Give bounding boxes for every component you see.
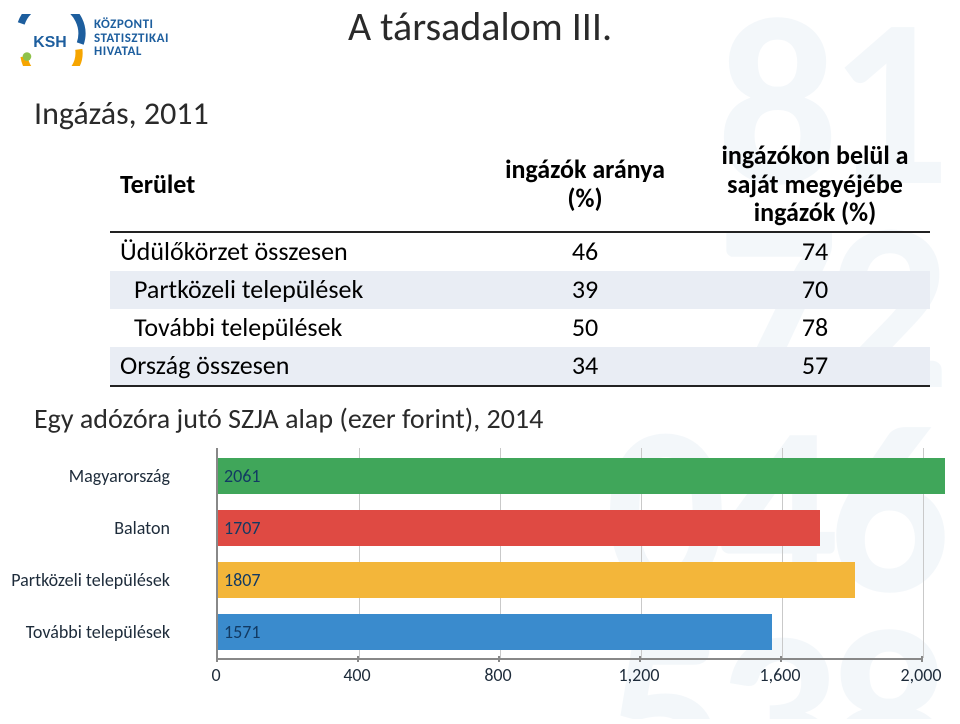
chart-bar-row: 1707 [218, 510, 923, 546]
chart-bar [218, 614, 772, 650]
table-row: Partközeli települések 39 70 [110, 271, 930, 309]
chart-tick-mark [357, 656, 359, 662]
chart-bar-row: 2061 [218, 458, 923, 494]
chart-x-tick-label: 1,600 [760, 664, 801, 686]
chart-y-category-label: Balaton [0, 517, 170, 539]
chart-y-category-label: További települések [0, 621, 170, 643]
chart-tick-mark [921, 656, 923, 662]
section-title: Ingázás, 2011 [34, 94, 960, 133]
chart-title: Egy adózóra jutó SZJA alap (ezer forint)… [34, 401, 960, 436]
chart-tick-mark [780, 656, 782, 662]
chart-y-category-label: Partközeli települések [0, 569, 170, 591]
slide-title: A társadalom III. [0, 2, 960, 51]
table-header-area: Terület [110, 139, 470, 232]
table-row: Üdülőkörzet összesen 46 74 [110, 232, 930, 271]
chart-x-tick-label: 800 [484, 664, 511, 686]
chart-tick-mark [216, 656, 218, 662]
chart-tick-mark [639, 656, 641, 662]
table-row: További települések 50 78 [110, 309, 930, 347]
table-header-col2: ingázókon belül a saját megyéjébe ingázó… [700, 139, 930, 232]
chart-tick-mark [498, 656, 500, 662]
chart-x-tick-label: 400 [343, 664, 370, 686]
chart-x-tick-label: 1,200 [619, 664, 660, 686]
szja-bar-chart: 2061170718071571 04008001,2001,6002,000M… [20, 444, 940, 724]
chart-x-tick-label: 2,000 [901, 664, 942, 686]
chart-bar [218, 458, 945, 494]
table-row: Ország összesen 34 57 [110, 347, 930, 386]
chart-bar-value-label: 1807 [224, 569, 261, 591]
chart-bar-row: 1571 [218, 614, 923, 650]
chart-bar-value-label: 1571 [224, 621, 261, 643]
chart-y-category-label: Magyarország [0, 465, 170, 487]
commuting-table: Terület ingázók aránya (%) ingázókon bel… [110, 139, 930, 387]
table-body: Üdülőkörzet összesen 46 74 Partközeli te… [110, 232, 930, 386]
chart-plot-area: 2061 1707 1807 1571 [216, 448, 921, 660]
chart-bar-row: 1807 [218, 562, 923, 598]
table-header-col1: ingázók aránya (%) [470, 139, 700, 232]
chart-bar-value-label: 2061 [224, 465, 261, 487]
chart-x-tick-label: 0 [211, 664, 220, 686]
chart-bar [218, 510, 820, 546]
chart-bar [218, 562, 855, 598]
chart-bar-value-label: 1707 [224, 517, 261, 539]
